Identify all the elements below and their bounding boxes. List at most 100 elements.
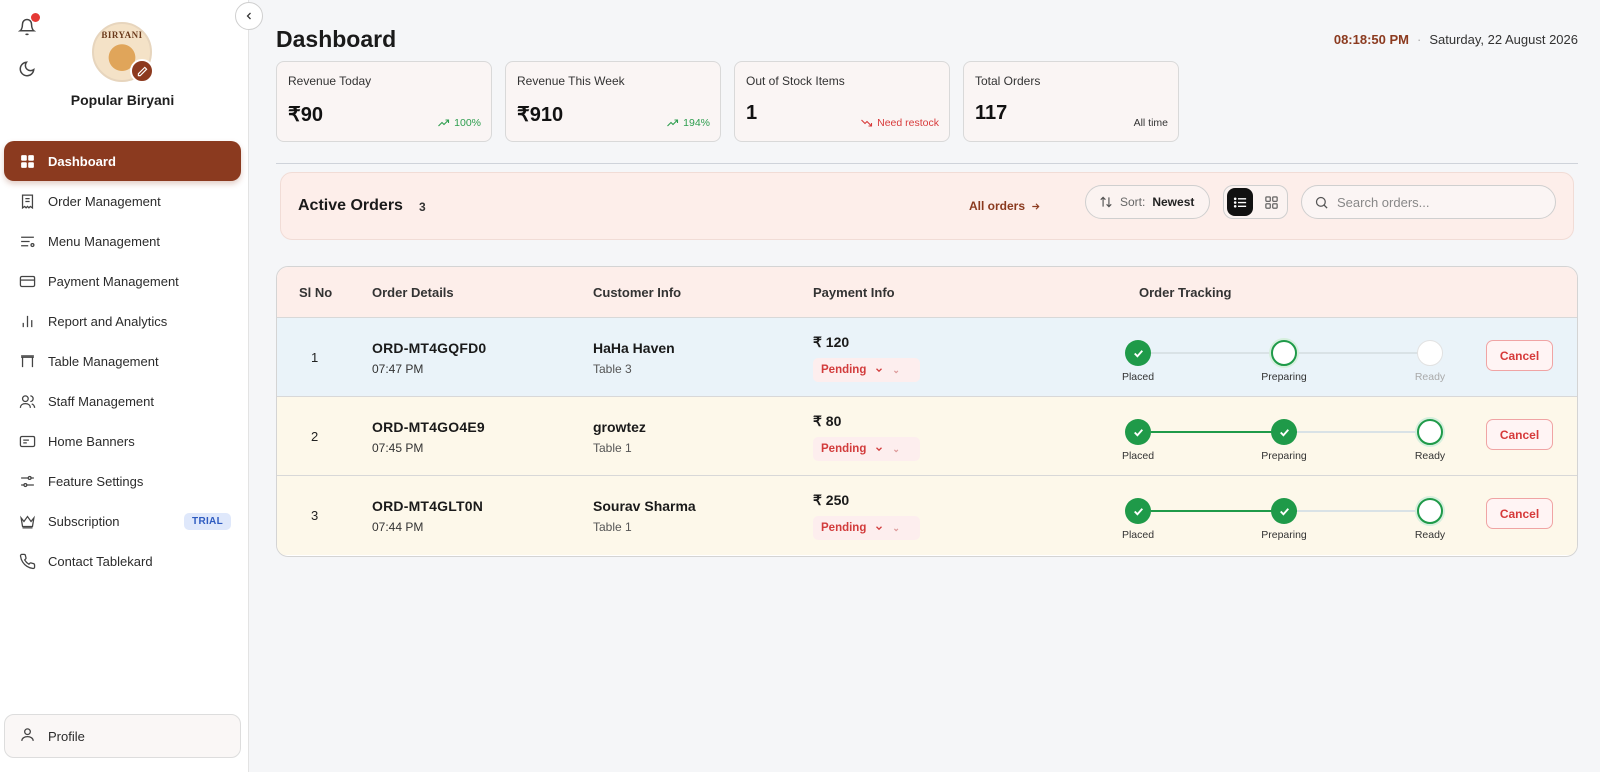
- view-toggle: [1223, 185, 1288, 219]
- orders-table: Sl No Order Details Customer Info Paymen…: [276, 266, 1578, 557]
- order-time: 07:47 PM: [372, 362, 424, 376]
- sidebar-item-payment-management[interactable]: Payment Management: [4, 261, 241, 301]
- column-header-order-tracking: Order Tracking: [1139, 285, 1232, 300]
- tracking-line: [1297, 431, 1443, 433]
- order-tracking: Placed Preparing Ready: [1122, 415, 1463, 462]
- check-icon: [1279, 428, 1289, 437]
- stat-trend: Need restock: [861, 117, 939, 129]
- payment-status-dropdown[interactable]: Pending ⌄: [813, 358, 920, 382]
- sidebar-item-label: Order Management: [48, 193, 161, 209]
- step-placed-done: [1125, 340, 1151, 366]
- tracking-line: [1151, 352, 1297, 354]
- order-tracking: Placed Preparing Ready: [1122, 494, 1463, 541]
- search-box: [1301, 185, 1556, 219]
- all-orders-link[interactable]: All orders: [969, 199, 1041, 213]
- page-title: Dashboard: [276, 26, 397, 52]
- arrow-right-icon: [1032, 202, 1040, 210]
- card-icon: [18, 272, 36, 290]
- table-row[interactable]: 3 ORD-MT4GLT0N 07:44 PM Sourav Sharma Ta…: [277, 476, 1577, 555]
- sliders-icon: [18, 472, 36, 490]
- phone-icon: [18, 552, 36, 570]
- stat-label: Total Orders: [975, 74, 1041, 88]
- order-amount: ₹ 80: [813, 413, 842, 429]
- sidebar-item-label: Dashboard: [48, 153, 116, 169]
- tracking-line: [1297, 352, 1443, 354]
- row-sl-no: 3: [311, 508, 319, 523]
- pencil-icon: [137, 66, 147, 76]
- stat-trend-text: 100%: [454, 117, 481, 129]
- sidebar-item-order-management[interactable]: Order Management: [4, 181, 241, 221]
- sidebar-nav: Dashboard Order Management Menu Manageme…: [4, 141, 241, 581]
- step-label-preparing: Preparing: [1261, 371, 1307, 383]
- order-time: 07:45 PM: [372, 441, 424, 455]
- customer-name: HaHa Haven: [593, 340, 675, 356]
- check-icon: [1133, 507, 1143, 516]
- grid-icon: [18, 152, 36, 170]
- current-date: Saturday, 22 August 2026: [1429, 32, 1578, 47]
- active-orders-title: Active Orders: [298, 197, 403, 214]
- sidebar-item-subscription[interactable]: Subscription TRIAL: [4, 501, 241, 541]
- sidebar-item-dashboard[interactable]: Dashboard: [4, 141, 241, 181]
- edit-logo-button[interactable]: [130, 59, 154, 83]
- step-label-ready: Ready: [1414, 529, 1446, 541]
- stat-value: 1: [746, 102, 758, 124]
- check-icon: [1279, 507, 1289, 516]
- trend-up-icon: [667, 119, 679, 127]
- customer-table: Table 1: [593, 520, 632, 534]
- payment-status-dropdown[interactable]: Pending ⌄: [813, 516, 920, 540]
- stat-card-out-of-stock: Out of Stock Items 1 Need restock: [734, 61, 950, 142]
- stat-trend: All time: [1134, 117, 1168, 129]
- order-amount: ₹ 120: [813, 334, 850, 350]
- cancel-order-button[interactable]: Cancel: [1486, 498, 1553, 529]
- sidebar-item-label: Report and Analytics: [48, 313, 168, 329]
- step-ready-current: [1417, 498, 1443, 524]
- sidebar-item-staff-management[interactable]: Staff Management: [4, 381, 241, 421]
- bar-chart-icon: [18, 312, 36, 330]
- sidebar-item-label: Contact Tablekard: [48, 553, 153, 569]
- stat-value: ₹910: [517, 104, 564, 126]
- sidebar-item-feature-settings[interactable]: Feature Settings: [4, 461, 241, 501]
- payment-status-label: Pending: [821, 522, 867, 534]
- sidebar-collapse-button[interactable]: [235, 2, 263, 30]
- sidebar-item-table-management[interactable]: Table Management: [4, 341, 241, 381]
- sort-button[interactable]: Sort: Newest: [1085, 185, 1210, 219]
- header-clock: 08:18:50 PM · Saturday, 22 August 2026: [1334, 32, 1578, 47]
- table-icon: [18, 352, 36, 370]
- cancel-order-button[interactable]: Cancel: [1486, 340, 1553, 371]
- list-view-button[interactable]: [1227, 188, 1253, 216]
- sort-label: Sort:: [1120, 195, 1146, 209]
- sidebar-item-report-and-analytics[interactable]: Report and Analytics: [4, 301, 241, 341]
- sidebar-item-contact-tablekard[interactable]: Contact Tablekard: [4, 541, 241, 581]
- chevron-down-small-icon: ⌄: [892, 443, 900, 454]
- column-header-order-details: Order Details: [372, 285, 454, 300]
- row-sl-no: 2: [311, 429, 319, 444]
- stat-trend: 194%: [667, 117, 710, 129]
- column-header-sl-no: Sl No: [299, 285, 333, 300]
- stat-value: 117: [975, 102, 1008, 124]
- grid-view-button[interactable]: [1258, 188, 1284, 216]
- stat-card-revenue-week: Revenue This Week ₹910 194%: [505, 61, 721, 142]
- trend-up-icon: [438, 119, 450, 127]
- profile-button[interactable]: Profile: [4, 714, 241, 758]
- chevron-down-small-icon: ⌄: [892, 522, 900, 533]
- all-orders-label: All orders: [969, 199, 1026, 213]
- sidebar-item-home-banners[interactable]: Home Banners: [4, 421, 241, 461]
- sidebar-item-label: Staff Management: [48, 393, 154, 409]
- notification-bell-icon[interactable]: [16, 13, 40, 38]
- sidebar: BIRYANI Popular Biryani Dashboard Order …: [0, 0, 263, 772]
- chevron-down-icon: [876, 526, 883, 531]
- cancel-order-button[interactable]: Cancel: [1486, 419, 1553, 450]
- payment-status-dropdown[interactable]: Pending ⌄: [813, 437, 920, 461]
- search-orders-input[interactable]: [1337, 194, 1537, 210]
- users-icon: [18, 392, 36, 410]
- dark-mode-moon-icon[interactable]: [16, 58, 38, 80]
- user-icon: [19, 726, 36, 746]
- table-row[interactable]: 2 ORD-MT4GO4E9 07:45 PM growtez Table 1 …: [277, 397, 1577, 476]
- table-row[interactable]: 1 ORD-MT4GQFD0 07:47 PM HaHa Haven Table…: [277, 318, 1577, 397]
- sidebar-item-menu-management[interactable]: Menu Management: [4, 221, 241, 261]
- step-label-placed: Placed: [1121, 371, 1155, 383]
- brand-name: Popular Biryani: [70, 92, 175, 108]
- list-icon: [1233, 196, 1246, 208]
- step-preparing-done: [1271, 498, 1297, 524]
- check-icon: [1133, 428, 1143, 437]
